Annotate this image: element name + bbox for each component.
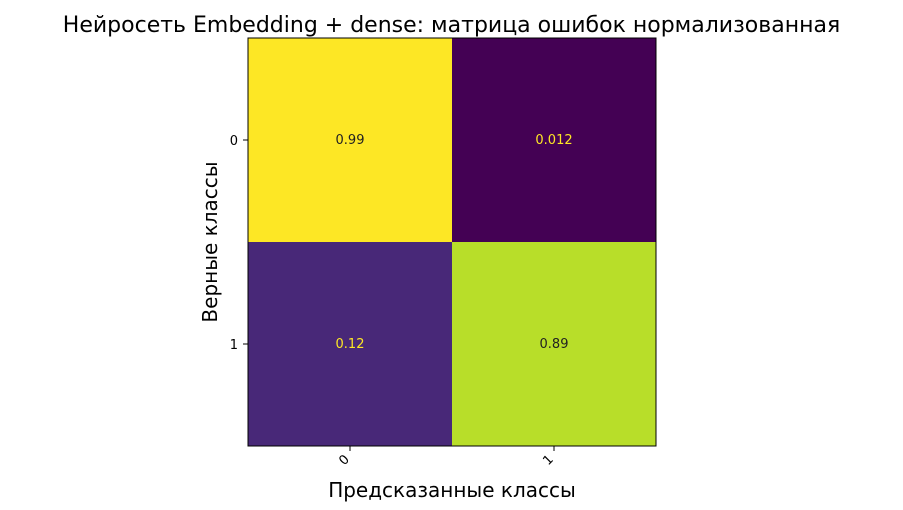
y-tick-label-0: 0 bbox=[230, 134, 238, 149]
y-axis-label: Верные классы bbox=[198, 161, 222, 322]
plot-frame bbox=[247, 37, 657, 447]
cell-value-label-1-0: 0.12 bbox=[336, 337, 365, 352]
cell-value-label-0-1: 0.012 bbox=[535, 133, 572, 148]
x-tick-label-0: 0 bbox=[336, 452, 352, 468]
heatmap-cell-1-1 bbox=[452, 242, 656, 446]
cell-value-label-1-1: 0.89 bbox=[540, 337, 569, 352]
heatmap-cell-0-1 bbox=[452, 38, 656, 242]
heatmap-cell-0-0 bbox=[248, 38, 452, 242]
cell-value-label-0-0: 0.99 bbox=[336, 133, 365, 148]
y-tick-label-1: 1 bbox=[230, 338, 238, 353]
x-axis-label: Предсказанные классы bbox=[328, 478, 576, 502]
heatmap-cell-1-0 bbox=[248, 242, 452, 446]
heatmap-cell-labels: 0.99 0.012 0.12 0.89 bbox=[336, 133, 573, 352]
x-tick-label-1: 1 bbox=[540, 452, 556, 468]
chart-title: Нейросеть Embedding + dense: матрица оши… bbox=[63, 13, 840, 38]
heatmap-cells bbox=[248, 38, 656, 446]
